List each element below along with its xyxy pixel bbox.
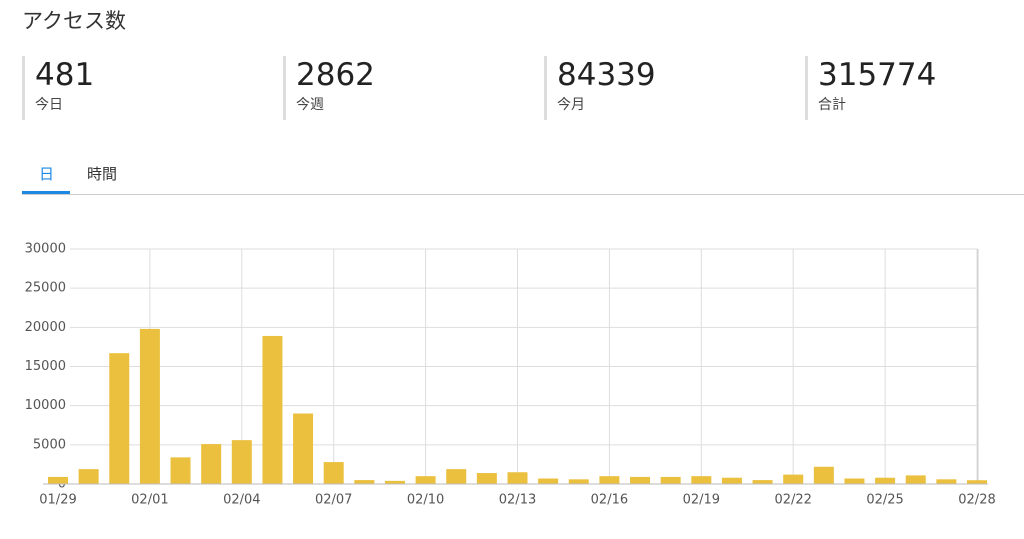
stat-value: 481 bbox=[35, 57, 95, 93]
stat-label: 合計 bbox=[818, 97, 846, 113]
x-tick-label: 02/10 bbox=[407, 493, 444, 508]
bar bbox=[783, 474, 804, 484]
y-tick-label: 30000 bbox=[25, 242, 66, 257]
tab[interactable]: 日 bbox=[39, 165, 55, 183]
bar bbox=[262, 335, 283, 484]
bar bbox=[905, 475, 926, 484]
y-tick-label: 10000 bbox=[25, 398, 66, 413]
bar bbox=[446, 469, 467, 484]
stat-label: 今週 bbox=[296, 97, 324, 113]
x-tick-label: 02/22 bbox=[774, 493, 811, 508]
stat-label: 今日 bbox=[35, 97, 63, 113]
bar bbox=[967, 480, 987, 484]
y-tick-label: 5000 bbox=[33, 437, 66, 452]
stat-value: 84339 bbox=[557, 57, 656, 93]
bar bbox=[630, 476, 651, 484]
bar bbox=[323, 462, 344, 484]
bar bbox=[752, 480, 773, 484]
bar bbox=[139, 328, 160, 484]
x-tick-label: 02/16 bbox=[591, 493, 628, 508]
bar bbox=[936, 479, 957, 484]
bar bbox=[78, 469, 99, 484]
y-tick-label: 25000 bbox=[25, 281, 66, 296]
bar bbox=[538, 478, 559, 484]
bar bbox=[875, 477, 896, 484]
bar bbox=[813, 466, 834, 484]
tab-divider bbox=[22, 194, 1024, 195]
bar bbox=[384, 480, 405, 484]
bar bbox=[691, 476, 712, 484]
tab[interactable]: 時間 bbox=[87, 165, 118, 183]
x-tick-label: 02/01 bbox=[131, 493, 168, 508]
tab-indicator bbox=[22, 191, 70, 194]
x-tick-label: 02/19 bbox=[683, 493, 720, 508]
x-tick-label: 02/28 bbox=[958, 493, 995, 508]
x-tick-label: 02/13 bbox=[499, 493, 536, 508]
x-tick-label: 02/07 bbox=[315, 493, 352, 508]
bar bbox=[201, 444, 222, 484]
page-title: アクセス数 bbox=[22, 9, 126, 33]
bar bbox=[660, 476, 681, 484]
stat: 315774 合計 bbox=[805, 56, 1024, 120]
bar bbox=[844, 478, 865, 484]
stat: 481 今日 bbox=[22, 56, 275, 120]
stat-value: 315774 bbox=[818, 57, 937, 93]
y-tick-label: 20000 bbox=[25, 320, 66, 335]
y-tick-label: 15000 bbox=[25, 359, 66, 374]
stat-value: 2862 bbox=[296, 57, 375, 93]
bar bbox=[568, 479, 589, 484]
bar bbox=[354, 480, 375, 484]
stat: 84339 今月 bbox=[544, 56, 797, 120]
bar bbox=[507, 472, 528, 484]
x-tick-label: 01/29 bbox=[39, 493, 76, 508]
bar bbox=[599, 476, 620, 484]
bar bbox=[293, 413, 314, 484]
stat-label: 今月 bbox=[557, 97, 585, 113]
x-tick-label: 02/25 bbox=[866, 493, 903, 508]
bar bbox=[476, 473, 497, 484]
stat: 2862 今週 bbox=[283, 56, 536, 120]
bar bbox=[721, 477, 742, 484]
bar bbox=[170, 457, 191, 484]
bar bbox=[231, 440, 252, 484]
x-tick-label: 02/04 bbox=[223, 493, 260, 508]
bar bbox=[415, 476, 436, 484]
bar bbox=[109, 353, 130, 484]
bar bbox=[48, 476, 68, 484]
